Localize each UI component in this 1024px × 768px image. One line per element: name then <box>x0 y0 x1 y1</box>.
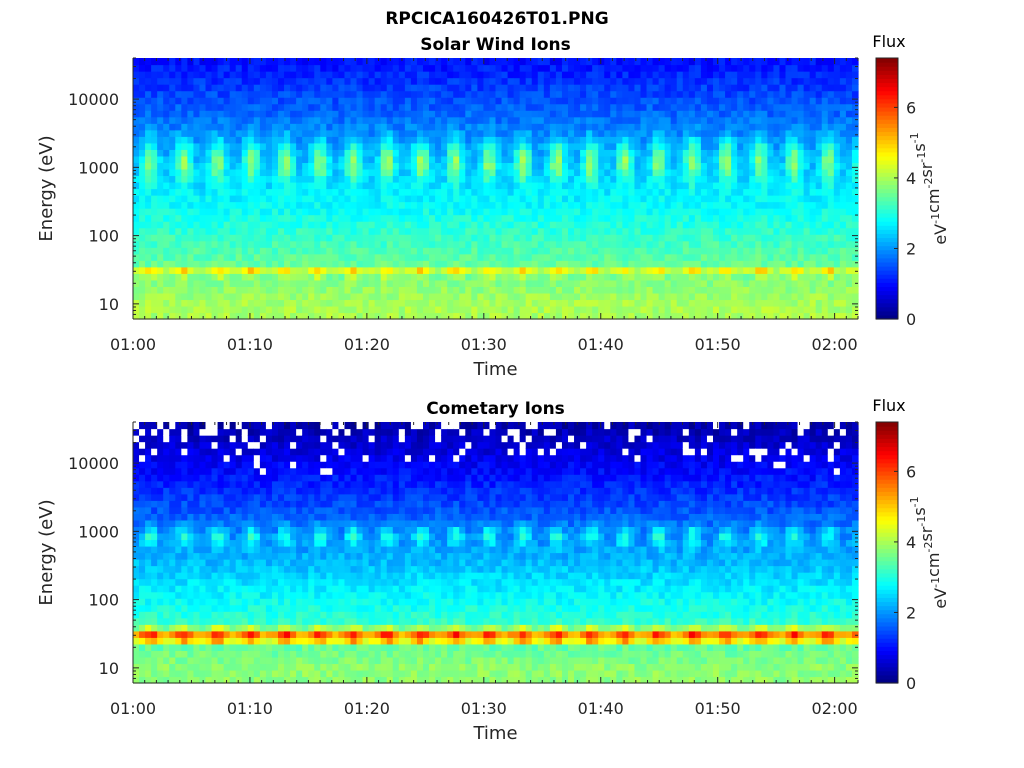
x-tick-label: 01:00 <box>110 699 156 718</box>
heatmap-cells <box>133 422 859 684</box>
panel-cometary: Cometary Ions 10 100 1000 10000 01:00 01:10 01:… <box>36 396 950 744</box>
y-tick-label: 1000 <box>78 522 119 541</box>
colorbar-tick-label: 2 <box>906 603 916 622</box>
colorbar-unit-label: eV-1cm-2sr-1s-1 <box>908 132 950 244</box>
y-tick-label: 10000 <box>68 90 119 109</box>
y-axis-label: Energy (eV) <box>36 499 57 605</box>
colorbar-title: Flux <box>872 32 905 51</box>
x-tick-label: 01:20 <box>344 699 390 718</box>
x-tick-label: 01:10 <box>227 699 273 718</box>
x-tick-label: 01:30 <box>461 699 507 718</box>
x-tick-label: 01:20 <box>344 335 390 354</box>
subplot-title: Solar Wind Ions <box>420 35 571 55</box>
x-tick-label: 02:00 <box>812 699 858 718</box>
x-axis-label: Time <box>472 359 517 380</box>
y-tick-label: 1000 <box>78 158 119 177</box>
colorbar: 0 2 4 6 Flux eV-1cm-2sr-1s-1 <box>872 32 950 329</box>
colorbar-tick-label: 0 <box>906 310 916 329</box>
colorbar-tick-label: 0 <box>906 674 916 693</box>
y-tick-label: 10 <box>99 295 119 314</box>
heatmap-cells <box>133 58 859 320</box>
x-axis-label: Time <box>472 723 517 744</box>
y-tick-label: 100 <box>88 227 119 246</box>
colorbar-tick-label: 2 <box>906 239 916 258</box>
colorbar-tick-label: 6 <box>906 462 916 481</box>
y-axis-label: Energy (eV) <box>36 135 57 241</box>
colorbar-tick-label: 6 <box>906 98 916 117</box>
y-tick-label: 100 <box>88 591 119 610</box>
x-tick-label: 01:50 <box>695 699 741 718</box>
colorbar-tick-label: 4 <box>906 533 916 552</box>
colorbar-title: Flux <box>872 396 905 415</box>
x-tick-label: 01:40 <box>578 699 624 718</box>
x-tick-label: 01:10 <box>227 335 273 354</box>
x-tick-label: 01:40 <box>578 335 624 354</box>
figure-title: RPCICA160426T01.PNG <box>385 9 608 29</box>
colorbar: 0 2 4 6 Flux eV-1cm-2sr-1s-1 <box>872 396 950 693</box>
x-tick-label: 02:00 <box>812 335 858 354</box>
x-tick-label: 01:00 <box>110 335 156 354</box>
x-tick-label: 01:30 <box>461 335 507 354</box>
panel-solar-wind: Solar Wind Ions 10 100 1000 10000 01:00 01:10 0… <box>36 32 950 380</box>
y-tick-label: 10 <box>99 659 119 678</box>
colorbar-unit-label: eV-1cm-2sr-1s-1 <box>908 496 950 608</box>
y-tick-label: 10000 <box>68 454 119 473</box>
colorbar-tick-label: 4 <box>906 169 916 188</box>
x-tick-label: 01:50 <box>695 335 741 354</box>
subplot-title: Cometary Ions <box>426 399 565 419</box>
